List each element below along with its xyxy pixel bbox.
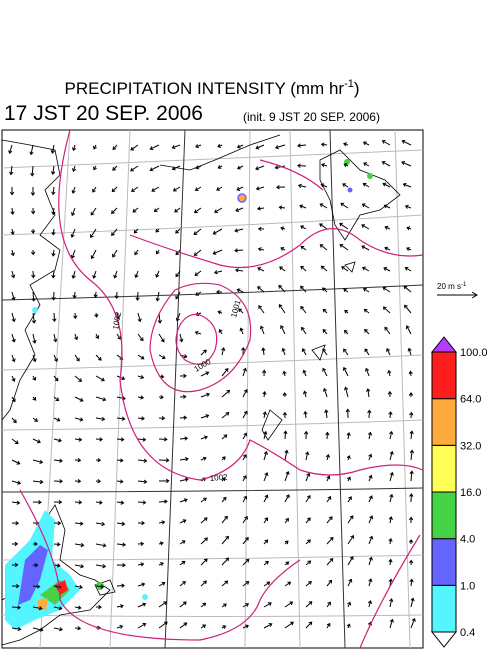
colorbar-label: 4.0 (460, 534, 475, 546)
init-time: (init. 9 JST 20 SEP. 2006) (243, 110, 380, 124)
colorbar-segment (432, 585, 456, 632)
colorbar: 0.4 1.0 4.0 16.0 32.0 64.0 100.0 (432, 337, 488, 647)
colorbar-label: 0.4 (460, 627, 475, 639)
wind-scale-text: 20 m s (437, 282, 461, 291)
isobar-label: 1002 (209, 472, 228, 483)
colorbar-top-triangle (432, 337, 456, 352)
rain-cell (32, 307, 38, 313)
rain-cell (367, 173, 373, 179)
title-text: PRECIPITATION INTENSITY (mm hr (64, 79, 344, 98)
rain-cell (142, 594, 148, 600)
colorbar-label: 16.0 (460, 487, 481, 499)
rain-cell (238, 194, 246, 202)
rain-cell (348, 188, 353, 193)
colorbar-segment (432, 539, 456, 586)
colorbar-segment (432, 399, 456, 446)
wind-scale: 20 m s-1 (437, 282, 477, 298)
colorbar-segment (432, 352, 456, 399)
colorbar-segment (432, 492, 456, 539)
title-superscript: -1 (344, 78, 354, 90)
wind-scale-superscript: -1 (461, 282, 467, 288)
colorbar-label: 100.0 (460, 347, 488, 359)
title: PRECIPITATION INTENSITY (mm hr-1) (64, 78, 359, 98)
wind-scale-label: 20 m s-1 (437, 282, 467, 291)
valid-time: 17 JST 20 SEP. 2006 (4, 102, 203, 125)
colorbar-label: 64.0 (460, 394, 481, 406)
title-suffix: ) (354, 79, 360, 98)
colorbar-label: 1.0 (460, 580, 475, 592)
colorbar-segment (432, 445, 456, 492)
colorbar-label: 32.0 (460, 440, 481, 452)
map-area: 1002 1001 1000 1002 (2, 130, 423, 648)
colorbar-bottom-triangle (432, 632, 456, 647)
